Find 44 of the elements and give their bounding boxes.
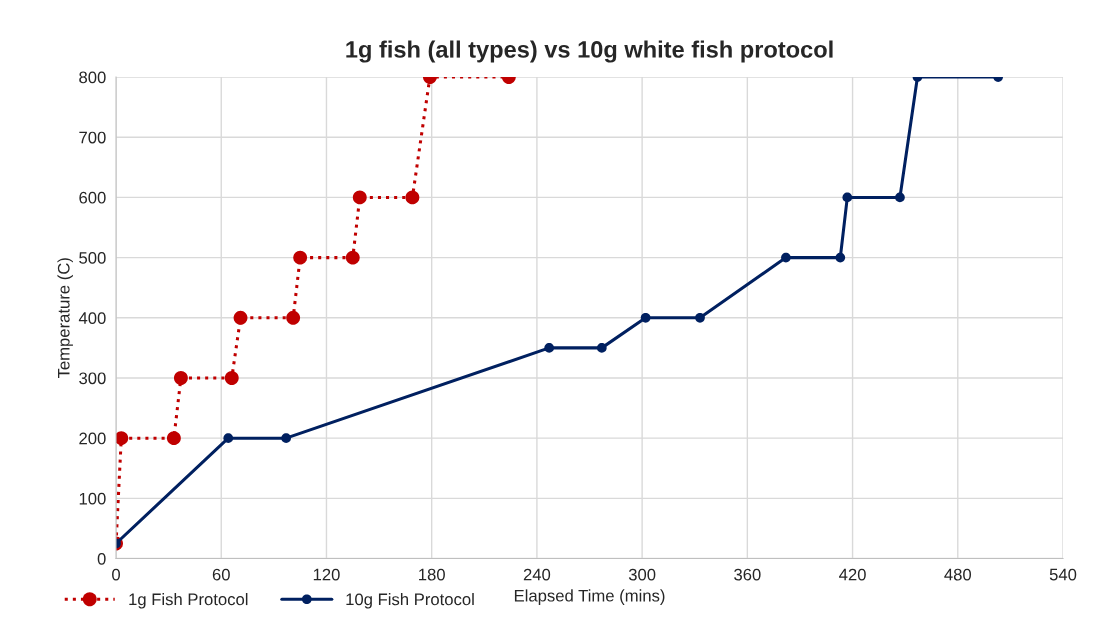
point — [842, 192, 853, 203]
point — [345, 250, 360, 265]
y-tick-label: 700 — [79, 131, 106, 144]
y-tick-label: 400 — [78, 312, 106, 324]
point — [781, 252, 791, 263]
y-axis-title: Temperature (C) — [57, 258, 73, 379]
y-tick-label: 0 — [97, 552, 106, 565]
point — [405, 190, 420, 205]
point — [544, 343, 555, 353]
point — [640, 312, 651, 323]
y-tick-label: 500 — [79, 252, 106, 264]
y-tick-label: 200 — [79, 432, 106, 445]
point — [166, 431, 181, 446]
point — [173, 371, 188, 385]
point — [352, 190, 367, 205]
x-tick-label: 420 — [839, 568, 866, 581]
chart-title: 1g fish (all types) vs 10g white fish protocol — [346, 40, 833, 63]
point — [116, 431, 129, 446]
point — [596, 343, 607, 353]
point — [286, 310, 301, 325]
x-tick-label: 0 — [112, 568, 121, 581]
x-tick-label: 240 — [523, 568, 551, 581]
point — [835, 252, 846, 263]
y-tick-label: 600 — [79, 191, 106, 204]
point — [895, 192, 905, 203]
x-tick-label: 300 — [628, 568, 656, 581]
legend-label: 10g Fish Protocol — [346, 593, 474, 609]
x-tick-label: 540 — [1049, 568, 1077, 581]
x-tick-label: 480 — [944, 568, 972, 581]
x-axis-title: Elapsed Time (mins) — [514, 589, 665, 605]
y-tick-label: 100 — [79, 492, 106, 505]
point — [224, 371, 239, 385]
point — [281, 433, 291, 444]
y-tick-label: 800 — [79, 71, 106, 84]
point — [695, 312, 705, 323]
legend-label: 1g Fish Protocol — [129, 593, 248, 609]
point — [293, 250, 308, 265]
x-tick-label: 360 — [734, 568, 761, 581]
y-tick-label: 300 — [79, 372, 106, 385]
x-tick-label: 180 — [419, 568, 445, 581]
x-tick-label: 60 — [212, 568, 230, 581]
x-tick-label: 120 — [313, 568, 340, 581]
point — [233, 310, 248, 325]
point — [223, 433, 234, 444]
